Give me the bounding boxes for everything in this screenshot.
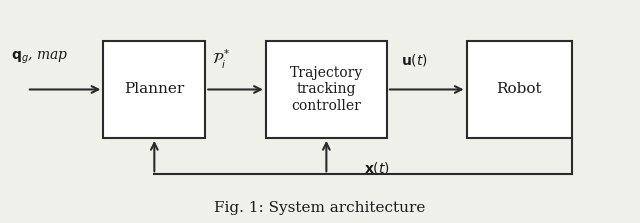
Text: Planner: Planner — [124, 83, 184, 97]
Bar — [266, 41, 387, 138]
Text: $\mathcal{P}_i^*$: $\mathcal{P}_i^*$ — [212, 48, 231, 71]
Text: $\mathbf{q}_g$, map: $\mathbf{q}_g$, map — [11, 50, 68, 66]
Bar — [103, 41, 205, 138]
Text: Trajectory
tracking
controller: Trajectory tracking controller — [290, 66, 363, 113]
Bar — [467, 41, 572, 138]
Text: $\mathbf{x}(t)$: $\mathbf{x}(t)$ — [364, 160, 390, 176]
Text: Fig. 1: System architecture: Fig. 1: System architecture — [214, 201, 426, 215]
Text: Robot: Robot — [496, 83, 542, 97]
Text: $\mathbf{u}(t)$: $\mathbf{u}(t)$ — [401, 52, 428, 68]
